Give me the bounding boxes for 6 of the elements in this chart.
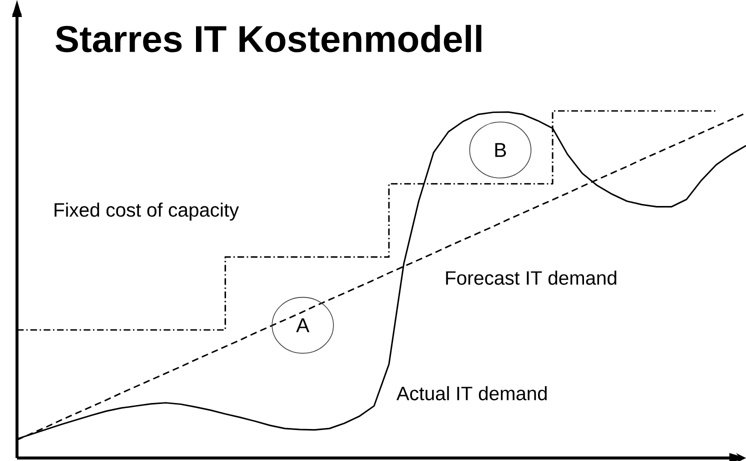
series-label: Forecast IT demand: [446, 270, 616, 285]
chart-title: Starres IT Kostenmodell: [56, 24, 482, 52]
series-label: Actual IT demand: [396, 386, 547, 400]
series-label: Fixed cost of capacity: [54, 202, 239, 221]
annotation: B: [495, 143, 506, 157]
annotation: A: [296, 318, 310, 332]
